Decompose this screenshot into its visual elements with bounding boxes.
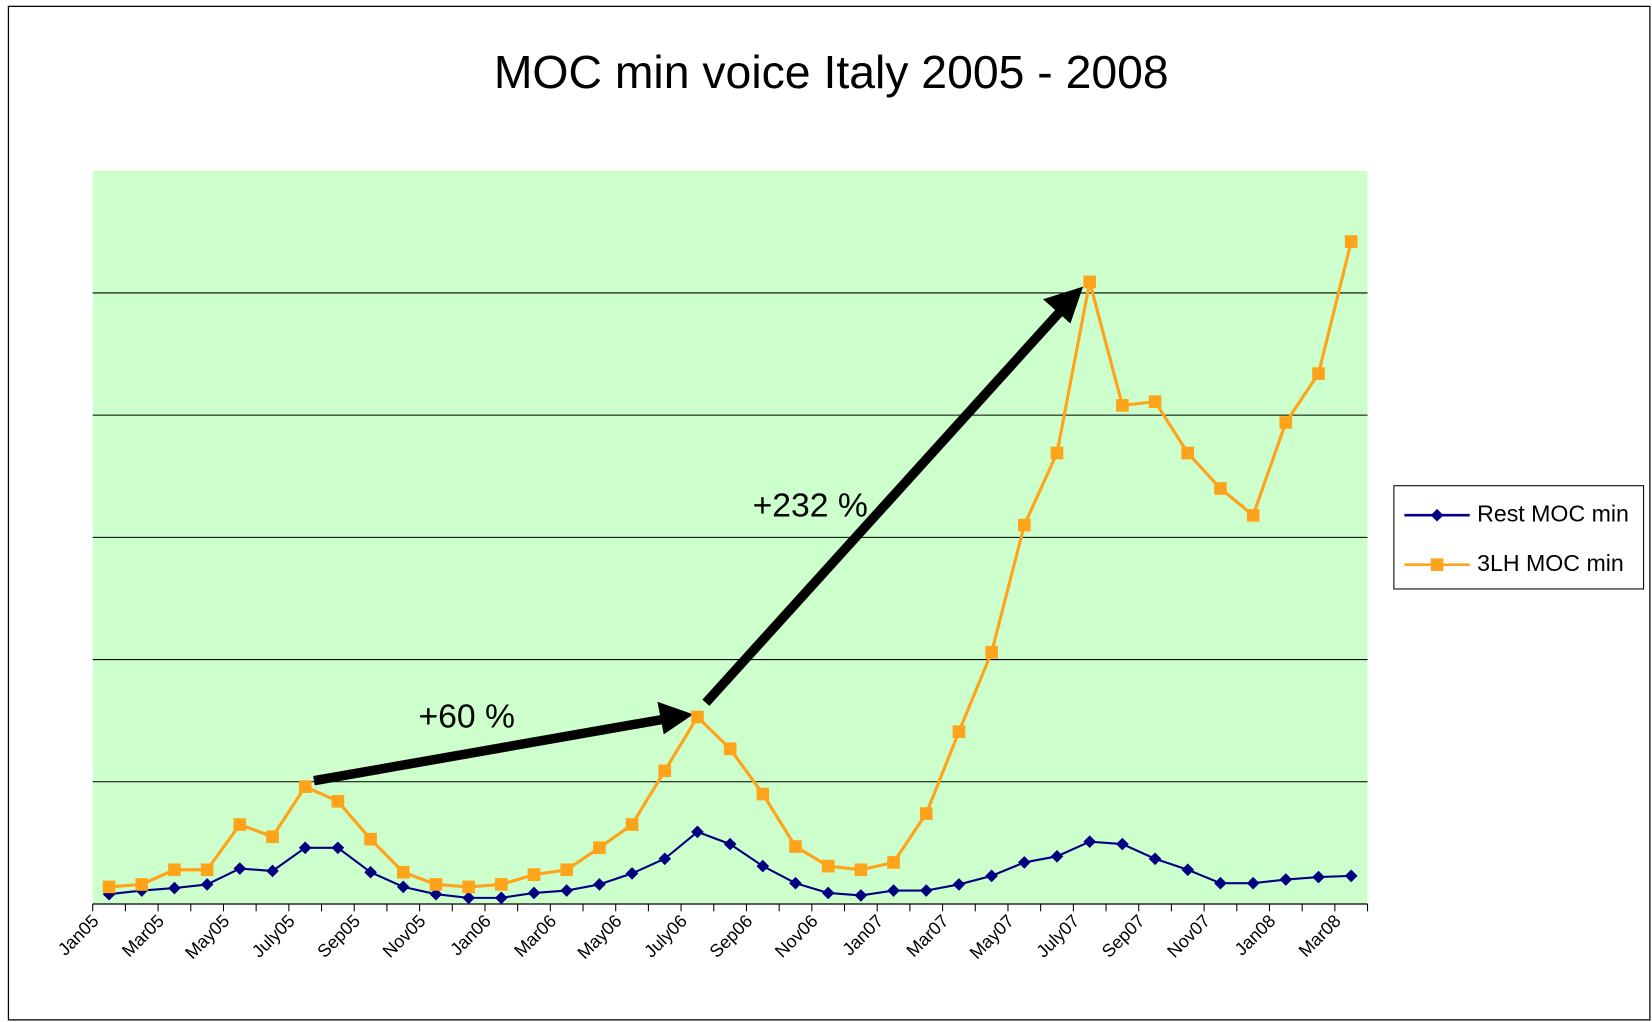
marker bbox=[168, 863, 181, 877]
arrow-head bbox=[1043, 286, 1084, 324]
marker bbox=[1279, 873, 1293, 886]
marker bbox=[952, 725, 966, 738]
marker bbox=[1344, 235, 1358, 248]
marker bbox=[723, 742, 737, 756]
marker bbox=[298, 780, 312, 793]
legend: Rest MOC min 3LH MOC min bbox=[1404, 500, 1629, 576]
marker bbox=[462, 880, 475, 894]
chart-title: MOC min voice Italy 2005 - 2008 bbox=[494, 46, 1169, 98]
marker bbox=[919, 884, 933, 897]
marker bbox=[1083, 835, 1097, 848]
arrow-head bbox=[657, 701, 694, 735]
annotation: +60 % bbox=[418, 697, 515, 735]
marker bbox=[1279, 416, 1293, 429]
marker bbox=[266, 864, 279, 878]
marker bbox=[1017, 518, 1031, 532]
marker bbox=[1214, 876, 1227, 890]
marker bbox=[821, 886, 835, 900]
marker bbox=[331, 841, 345, 855]
marker bbox=[135, 878, 149, 891]
marker bbox=[560, 863, 574, 877]
marker bbox=[200, 878, 214, 891]
marker bbox=[691, 825, 704, 839]
marker bbox=[821, 859, 835, 873]
marker bbox=[266, 830, 279, 844]
marker bbox=[1344, 869, 1358, 883]
marker bbox=[658, 764, 672, 778]
annotation: +232 % bbox=[753, 487, 868, 525]
legend-label: 3LH MOC min bbox=[1477, 550, 1624, 576]
marker bbox=[756, 787, 770, 801]
marker bbox=[168, 881, 181, 895]
marker bbox=[233, 818, 247, 831]
marker bbox=[1246, 876, 1260, 890]
marker bbox=[396, 865, 410, 879]
marker bbox=[952, 878, 966, 891]
marker bbox=[625, 818, 639, 831]
marker bbox=[331, 795, 345, 808]
marker bbox=[1246, 509, 1260, 522]
marker bbox=[919, 807, 933, 820]
marker bbox=[789, 840, 802, 853]
arrows bbox=[313, 286, 1084, 786]
marker bbox=[985, 869, 998, 883]
marker bbox=[985, 645, 998, 659]
marker bbox=[593, 841, 606, 855]
marker bbox=[1214, 482, 1227, 495]
marker bbox=[527, 868, 541, 881]
marker bbox=[1116, 837, 1129, 851]
marker bbox=[364, 865, 377, 879]
marker bbox=[723, 837, 737, 851]
marker bbox=[1083, 275, 1097, 289]
marker bbox=[1050, 446, 1064, 460]
marker bbox=[429, 878, 443, 891]
marker bbox=[691, 710, 704, 724]
marker bbox=[854, 863, 868, 877]
marker bbox=[1148, 395, 1162, 409]
marker bbox=[1116, 399, 1129, 412]
marker bbox=[1312, 367, 1325, 380]
marker bbox=[593, 878, 606, 891]
arrow-shaft bbox=[313, 714, 663, 786]
legend-box bbox=[1393, 485, 1645, 590]
marker bbox=[429, 887, 443, 901]
marker bbox=[1312, 870, 1325, 884]
marker bbox=[364, 832, 377, 846]
legend-marker bbox=[1430, 558, 1444, 572]
marker bbox=[200, 863, 214, 877]
marker bbox=[494, 878, 508, 891]
marker bbox=[756, 859, 770, 873]
marker bbox=[102, 880, 116, 894]
marker bbox=[854, 889, 868, 902]
marker bbox=[527, 886, 541, 900]
marker bbox=[1181, 446, 1195, 460]
marker bbox=[887, 856, 900, 869]
legend-label: Rest MOC min bbox=[1477, 500, 1629, 526]
arrow-shaft bbox=[702, 309, 1063, 706]
